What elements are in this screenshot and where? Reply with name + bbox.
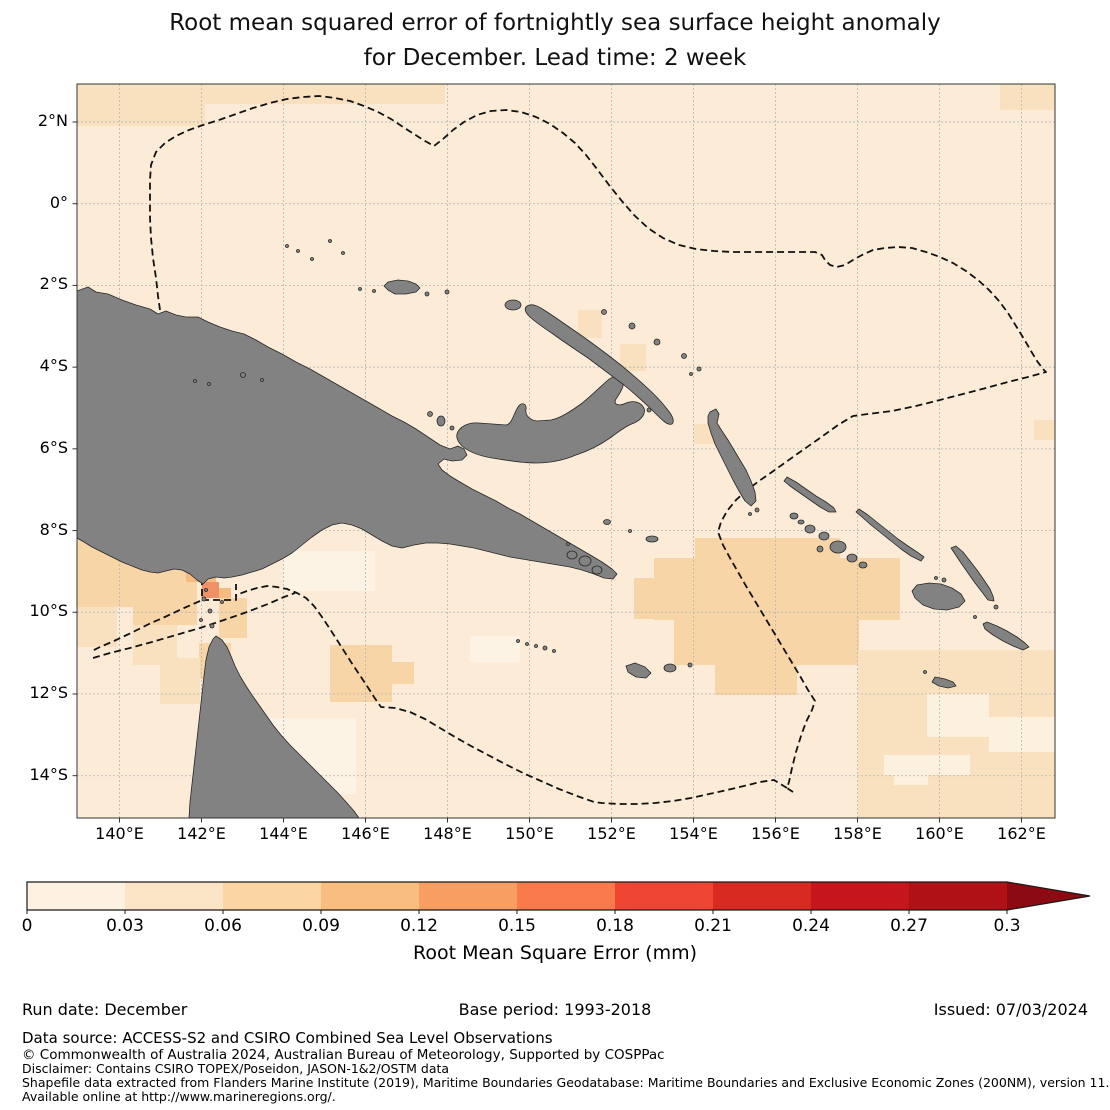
y-axis-tick-label: 14°S xyxy=(29,764,68,784)
y-axis-tick-label: 10°S xyxy=(29,601,68,621)
x-axis-tick-label: 140°E xyxy=(95,824,144,843)
y-axis-tick-label: 12°S xyxy=(29,682,68,702)
y-axis-tick-label: 6°S xyxy=(39,437,68,457)
colorbar-cell xyxy=(419,882,517,910)
x-axis-tick-label: 142°E xyxy=(177,824,226,843)
colorbar-cell xyxy=(517,882,615,910)
bougainville-land xyxy=(707,408,757,507)
colorbar-tick-label: 0.18 xyxy=(596,916,634,936)
colorbar-tick-label: 0 xyxy=(21,916,33,936)
colorbar-tick-label: 0.12 xyxy=(400,916,438,936)
colorbar-outline xyxy=(26,881,1091,911)
colorbar-tick-label: 0.3 xyxy=(993,916,1021,936)
y-axis-labels: 2°N 0° 2°S 4°S 6°S 8°S 10°S 12°S 14°S xyxy=(0,0,68,818)
eez-boundary-lines xyxy=(91,95,1047,805)
issued-date-text: Issued: 07/03/2024 xyxy=(933,1000,1088,1019)
new-guinea-land xyxy=(77,286,618,585)
y-axis-tick-label: 4°S xyxy=(39,356,68,376)
colorbar-tick-labels: 0 0.03 0.06 0.09 0.12 0.15 0.18 0.21 0.24 0.27 0.3 xyxy=(0,916,1110,938)
copyright-text: © Commonwealth of Australia 2024, Austra… xyxy=(22,1047,665,1063)
shapefile-note-text: Shapefile data extracted from Flanders M… xyxy=(22,1075,1110,1090)
x-axis-tick-label: 146°E xyxy=(341,824,390,843)
colorbar-tick-marks xyxy=(26,910,1008,914)
figure-title-line1: Root mean squared error of fortnightly s… xyxy=(169,10,941,36)
colorbar-cell xyxy=(321,882,419,910)
colorbar-cell xyxy=(811,882,909,910)
choiseul-land xyxy=(783,476,837,513)
x-axis-tick-label: 156°E xyxy=(751,824,800,843)
colorbar-tick-label: 0.15 xyxy=(498,916,536,936)
rennell-land xyxy=(931,676,957,689)
colorbar-cell xyxy=(27,882,125,910)
cape-york-land xyxy=(188,635,360,818)
colorbar-cell xyxy=(615,882,713,910)
new-britain-land xyxy=(456,376,645,464)
colorbar-cell xyxy=(125,882,223,910)
colorbar-cells xyxy=(27,882,1090,910)
run-date-text: Run date: December xyxy=(22,1000,188,1019)
colorbar-cell xyxy=(713,882,811,910)
data-source-text: Data source: ACCESS-S2 and CSIRO Combine… xyxy=(22,1029,553,1047)
malaita-land xyxy=(950,545,995,602)
map-canvas xyxy=(77,84,1055,818)
guadalcanal-land xyxy=(911,582,966,611)
colorbar-tick-label: 0.24 xyxy=(792,916,830,936)
colorbar-tick-label: 0.09 xyxy=(302,916,340,936)
colorbar-tick-label: 0.21 xyxy=(694,916,732,936)
new-ireland-land xyxy=(524,304,674,425)
y-axis-tick-label: 0° xyxy=(49,192,68,212)
colorbar-tick-label: 0.03 xyxy=(106,916,144,936)
x-axis-tick-label: 152°E xyxy=(587,824,636,843)
tagula-land xyxy=(625,662,652,679)
figure-title: Root mean squared error of fortnightly s… xyxy=(0,6,1110,76)
axis-tick-marks xyxy=(72,121,1022,823)
makira-land xyxy=(982,621,1030,651)
colorbar-extend-arrow xyxy=(1007,882,1090,910)
x-axis-tick-label: 144°E xyxy=(259,824,308,843)
x-axis-tick-label: 162°E xyxy=(997,824,1046,843)
x-axis-tick-label: 158°E xyxy=(833,824,882,843)
santa-isabel-land xyxy=(855,508,925,562)
x-axis-labels: 140°E 142°E 144°E 146°E 148°E 150°E 152°E 154°E… xyxy=(0,824,1110,848)
colorbar xyxy=(26,881,1091,914)
map-frame xyxy=(76,83,1056,819)
landmasses xyxy=(77,239,1030,818)
colorbar-tick-label: 0.27 xyxy=(890,916,928,936)
manus-land xyxy=(383,279,421,295)
x-axis-tick-label: 148°E xyxy=(423,824,472,843)
availability-text: Available online at http://www.marinereg… xyxy=(22,1089,336,1104)
x-axis-tick-label: 150°E xyxy=(505,824,554,843)
y-axis-tick-label: 2°S xyxy=(39,274,68,294)
y-axis-tick-label: 2°N xyxy=(37,111,68,130)
x-axis-tick-label: 154°E xyxy=(669,824,718,843)
colorbar-tick-label: 0.06 xyxy=(204,916,242,936)
base-period-text: Base period: 1993-2018 xyxy=(458,1000,652,1019)
colorbar-cell xyxy=(909,882,1007,910)
disclaimer-text: Disclaimer: Contains CSIRO TOPEX/Poseido… xyxy=(22,1061,450,1076)
y-axis-tick-label: 8°S xyxy=(39,519,68,539)
figure-title-line2: for December. Lead time: 2 week xyxy=(363,45,747,71)
x-axis-tick-label: 160°E xyxy=(915,824,964,843)
colorbar-cell xyxy=(223,882,321,910)
colorbar-label: Root Mean Square Error (mm) xyxy=(412,942,698,964)
